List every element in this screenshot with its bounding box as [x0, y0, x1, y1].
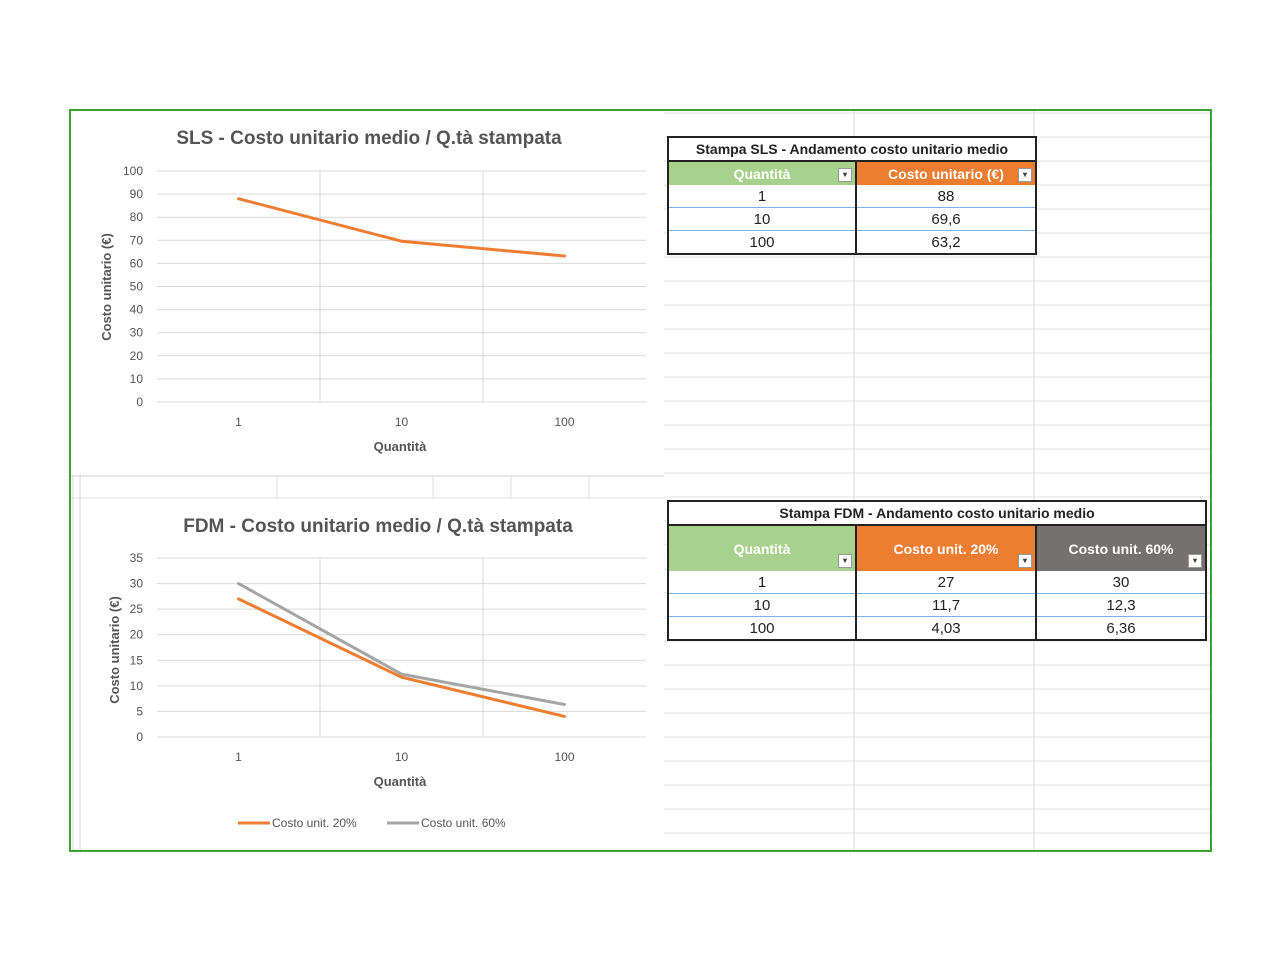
y-tick-label: 35 — [130, 551, 144, 565]
table-cell[interactable]: 11,7 — [855, 593, 1037, 617]
worksheet-frame: SLS - Costo unitario medio / Q.tà stampa… — [69, 109, 1212, 852]
table-row: 100 63,2 — [667, 230, 1037, 255]
fdm-header-60[interactable]: Costo unit. 60% ▾ — [1035, 525, 1207, 571]
fdm-chart-canvas: FDM - Costo unitario medio / Q.tà stampa… — [107, 516, 646, 830]
table-cell[interactable]: 6,36 — [1035, 616, 1207, 641]
table-cell[interactable]: 1 — [667, 571, 857, 594]
filter-dropdown-icon[interactable]: ▾ — [1018, 554, 1032, 568]
fdm-y-axis-label: Costo unitario (€) — [107, 596, 122, 704]
table-row: 1 27 30 — [667, 571, 1207, 594]
table-cell[interactable]: 100 — [667, 616, 857, 641]
filter-dropdown-icon[interactable]: ▾ — [1188, 554, 1202, 568]
filter-dropdown-icon[interactable]: ▾ — [1018, 168, 1032, 182]
fdm-table-caption: Stampa FDM - Andamento costo unitario me… — [667, 500, 1207, 526]
sls-header-quantita-label: Quantità — [733, 165, 791, 182]
y-tick-label: 60 — [130, 256, 144, 270]
y-tick-label: 100 — [123, 164, 143, 178]
y-tick-label: 80 — [130, 210, 144, 224]
sls-x-axis-label: Quantità — [374, 439, 427, 454]
x-tick-label: 1 — [235, 415, 242, 429]
table-cell[interactable]: 12,3 — [1035, 593, 1207, 617]
y-tick-label: 10 — [130, 372, 144, 386]
sls-y-axis-label: Costo unitario (€) — [99, 233, 114, 341]
fdm-table: Stampa FDM - Andamento costo unitario me… — [667, 500, 1207, 641]
sls-header-quantita[interactable]: Quantità ▾ — [667, 161, 856, 185]
x-tick-label: 1 — [235, 750, 242, 764]
table-cell[interactable]: 30 — [1035, 571, 1207, 594]
fdm-header-quantita[interactable]: Quantità ▾ — [667, 525, 856, 571]
table-cell[interactable]: 63,2 — [855, 230, 1037, 255]
table-row: 10 69,6 — [667, 207, 1037, 231]
legend-label-20: Costo unit. 20% — [272, 816, 357, 830]
y-tick-label: 70 — [130, 233, 144, 247]
fdm-header-quantita-label: Quantità — [733, 540, 791, 557]
fdm-legend: Costo unit. 20% Costo unit. 60% — [238, 816, 506, 830]
table-cell[interactable]: 88 — [855, 185, 1037, 208]
sls-chart-title: SLS - Costo unitario medio / Q.tà stampa… — [176, 128, 562, 149]
table-cell[interactable]: 10 — [667, 593, 857, 617]
filter-dropdown-icon[interactable]: ▾ — [838, 554, 852, 568]
series-line — [237, 597, 566, 718]
series-line — [237, 582, 566, 706]
y-tick-label: 20 — [130, 349, 144, 363]
sls-header-costo[interactable]: Costo unitario (€) ▾ — [855, 161, 1037, 185]
y-tick-label: 40 — [130, 303, 144, 317]
y-tick-label: 50 — [130, 280, 144, 294]
sls-chart[interactable]: SLS - Costo unitario medio / Q.tà stampa… — [71, 111, 664, 474]
y-tick-label: 15 — [130, 653, 144, 667]
y-tick-label: 25 — [130, 602, 144, 616]
sls-chart-canvas: SLS - Costo unitario medio / Q.tà stampa… — [99, 128, 646, 454]
table-cell[interactable]: 27 — [855, 571, 1037, 594]
series-line — [237, 197, 566, 258]
y-tick-label: 0 — [136, 730, 143, 744]
fdm-x-axis-label: Quantità — [374, 774, 427, 789]
y-tick-label: 90 — [130, 187, 144, 201]
table-cell[interactable]: 1 — [667, 185, 857, 208]
y-tick-label: 30 — [130, 326, 144, 340]
fdm-header-20-label: Costo unit. 20% — [893, 540, 999, 557]
fdm-chart[interactable]: FDM - Costo unitario medio / Q.tà stampa… — [81, 500, 664, 850]
table-row: 100 4,03 6,36 — [667, 616, 1207, 641]
table-cell[interactable]: 4,03 — [855, 616, 1037, 641]
table-row: 1 88 — [667, 185, 1037, 208]
x-tick-label: 10 — [395, 415, 409, 429]
sls-header-costo-label: Costo unitario (€) — [888, 165, 1004, 182]
filter-dropdown-icon[interactable]: ▾ — [838, 168, 852, 182]
sls-table: Stampa SLS - Andamento costo unitario me… — [667, 136, 1037, 255]
fdm-chart-title: FDM - Costo unitario medio / Q.tà stampa… — [183, 516, 573, 537]
fdm-header-60-label: Costo unit. 60% — [1068, 540, 1174, 557]
x-tick-label: 100 — [554, 415, 574, 429]
x-tick-label: 100 — [554, 750, 574, 764]
y-tick-label: 0 — [136, 395, 143, 409]
table-row: 10 11,7 12,3 — [667, 593, 1207, 617]
y-tick-label: 30 — [130, 577, 144, 591]
table-cell[interactable]: 69,6 — [855, 207, 1037, 231]
y-tick-label: 5 — [136, 704, 143, 718]
fdm-header-20[interactable]: Costo unit. 20% ▾ — [855, 525, 1036, 571]
y-tick-label: 20 — [130, 628, 144, 642]
legend-label-60: Costo unit. 60% — [421, 816, 506, 830]
table-cell[interactable]: 100 — [667, 230, 857, 255]
x-tick-label: 10 — [395, 750, 409, 764]
sls-table-caption: Stampa SLS - Andamento costo unitario me… — [667, 136, 1037, 162]
y-tick-label: 10 — [130, 679, 144, 693]
table-cell[interactable]: 10 — [667, 207, 857, 231]
